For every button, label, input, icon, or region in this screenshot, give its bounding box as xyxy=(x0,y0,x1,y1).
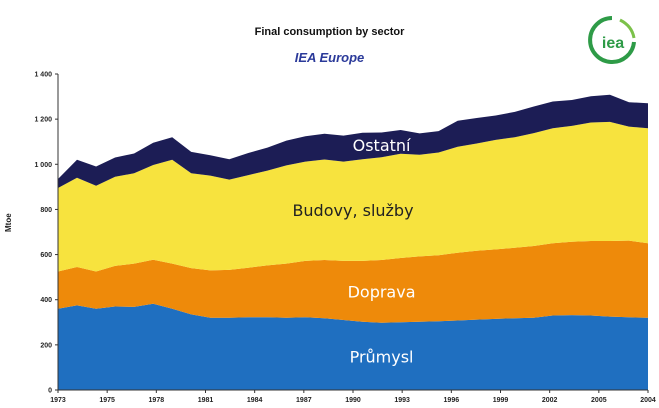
y-tick-label: 1 000 xyxy=(34,162,52,169)
area-series-4 xyxy=(58,94,648,188)
x-tick-label: 1978 xyxy=(149,397,165,404)
x-tick-label: 1996 xyxy=(444,397,460,404)
series-label: Ostatní xyxy=(353,136,411,155)
x-tick-label: 1981 xyxy=(198,397,214,404)
area-series-3 xyxy=(58,121,648,272)
chart-title: Final consumption by sector xyxy=(254,26,405,38)
area-series-2 xyxy=(58,240,648,323)
iea-logo-icon: iea xyxy=(588,16,636,64)
series-label: Průmysl xyxy=(350,347,414,366)
x-tick-label: 2002 xyxy=(542,397,558,404)
y-tick-label: 400 xyxy=(40,297,52,304)
x-tick-label: 2004 xyxy=(640,397,656,404)
y-tick-label: 1 200 xyxy=(34,117,52,124)
area-series-1 xyxy=(58,303,648,390)
x-tick-label: 1993 xyxy=(394,397,410,404)
x-tick-label: 1973 xyxy=(50,397,66,404)
y-tick-label: 0 xyxy=(48,388,52,395)
chart-subtitle: IEA Europe xyxy=(294,50,365,65)
y-tick-label: 200 xyxy=(40,342,52,349)
svg-text:iea: iea xyxy=(602,35,624,52)
x-tick-label: 2005 xyxy=(591,397,607,404)
x-tick-label: 1984 xyxy=(247,397,263,404)
y-tick-label: 600 xyxy=(40,252,52,259)
x-tick-label: 1975 xyxy=(99,397,115,404)
y-tick-label: 800 xyxy=(40,207,52,214)
x-tick-label: 1987 xyxy=(296,397,312,404)
y-tick-label: 1 400 xyxy=(34,72,52,79)
x-tick-label: 1990 xyxy=(345,397,361,404)
x-tick-label: 1999 xyxy=(493,397,509,404)
series-label: Budovy, služby xyxy=(292,201,413,220)
series-label: Doprava xyxy=(348,282,416,301)
